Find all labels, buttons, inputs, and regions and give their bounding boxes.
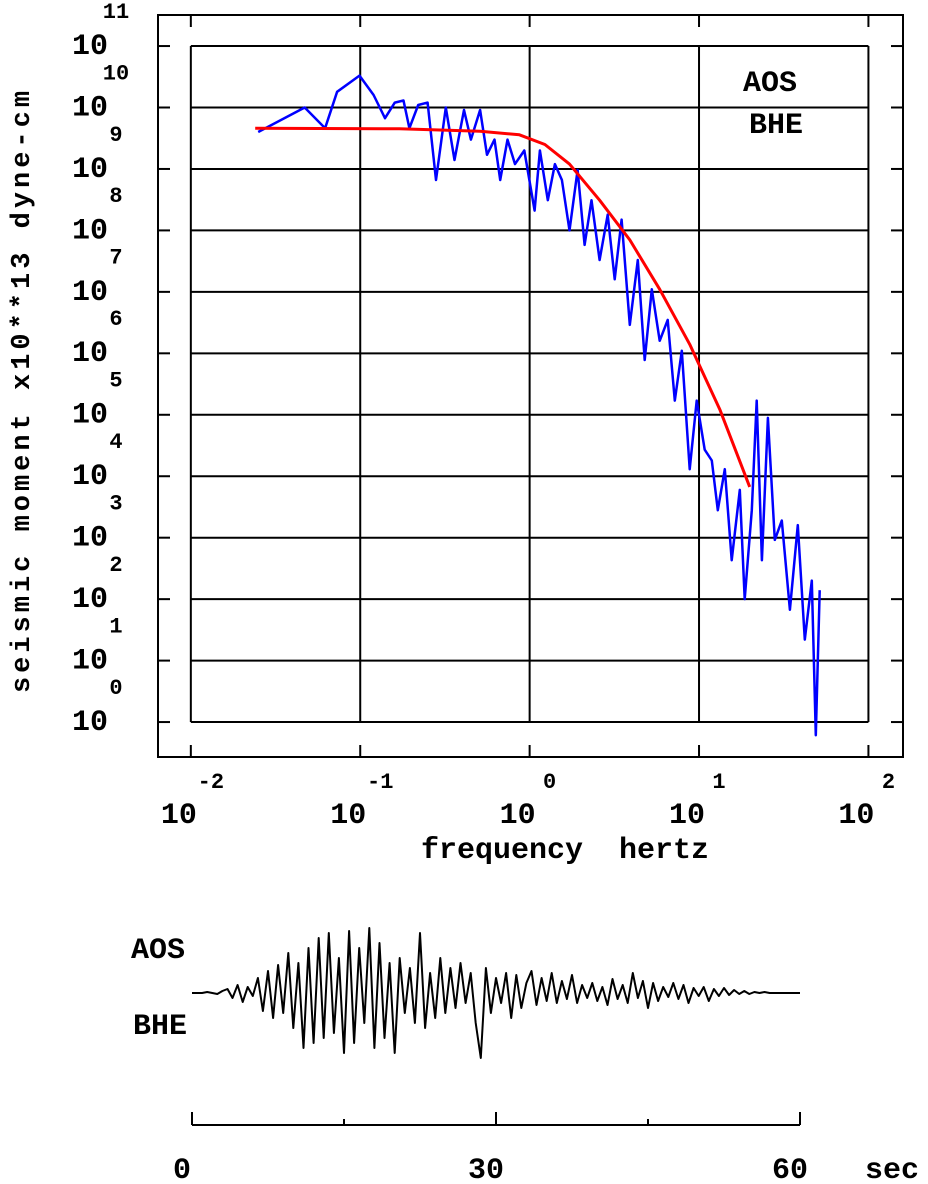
y-tick-label: 10 — [72, 460, 108, 494]
y-tick-power: 1 — [109, 614, 122, 639]
y-tick-power: 7 — [109, 246, 122, 271]
y-tick-power: 10 — [103, 61, 129, 86]
x-axis-label: sec — [865, 1154, 919, 1184]
y-axis-label: seismic moment x10**13 dyne-cm — [8, 87, 38, 693]
station-label: AOS — [131, 934, 185, 968]
y-tick-label: 10 — [72, 276, 108, 310]
x-tick-power: -2 — [198, 770, 224, 795]
y-tick-label: 10 — [72, 91, 108, 125]
y-tick-power: 4 — [109, 430, 122, 455]
y-tick-power: 3 — [109, 492, 122, 517]
y-tick-label: 10 — [72, 153, 108, 187]
x-tick-label: 10 — [838, 799, 874, 833]
x-tick-label: 30 — [468, 1154, 504, 1184]
y-tick-power: 5 — [109, 369, 122, 394]
channel-label: BHE — [749, 109, 803, 143]
y-tick-power: 9 — [109, 123, 122, 148]
y-tick-label: 10 — [72, 706, 108, 740]
y-tick-label: 10 — [72, 337, 108, 371]
x-tick-label: 10 — [500, 799, 536, 833]
x-tick-power: 2 — [882, 770, 895, 795]
y-tick-label: 10 — [72, 522, 108, 556]
y-tick-power: 6 — [109, 307, 122, 332]
x-tick-power: 0 — [543, 770, 556, 795]
x-tick-label: 0 — [173, 1154, 191, 1184]
y-tick-label: 10 — [72, 583, 108, 617]
y-tick-label: 10 — [72, 30, 108, 64]
y-tick-label: 10 — [72, 214, 108, 248]
spectrum-line — [255, 126, 752, 488]
y-tick-power: 8 — [109, 184, 122, 209]
x-tick-power: 1 — [712, 770, 725, 795]
y-tick-power: 11 — [103, 0, 129, 25]
y-tick-power: 0 — [109, 676, 122, 701]
station-label: AOS — [743, 67, 797, 101]
x-tick-label: 60 — [772, 1154, 808, 1184]
x-tick-label: 10 — [669, 799, 705, 833]
y-tick-label: 10 — [72, 645, 108, 679]
x-tick-label: 10 — [161, 799, 197, 833]
y-tick-power: 2 — [109, 553, 122, 578]
x-tick-power: -1 — [367, 770, 393, 795]
seismogram-trace — [192, 927, 800, 1059]
y-tick-label: 10 — [72, 399, 108, 433]
x-tick-label: 10 — [330, 799, 366, 833]
x-axis-label: frequency hertz — [421, 834, 709, 868]
spectrum-line — [257, 74, 821, 737]
channel-label: BHE — [133, 1010, 187, 1044]
